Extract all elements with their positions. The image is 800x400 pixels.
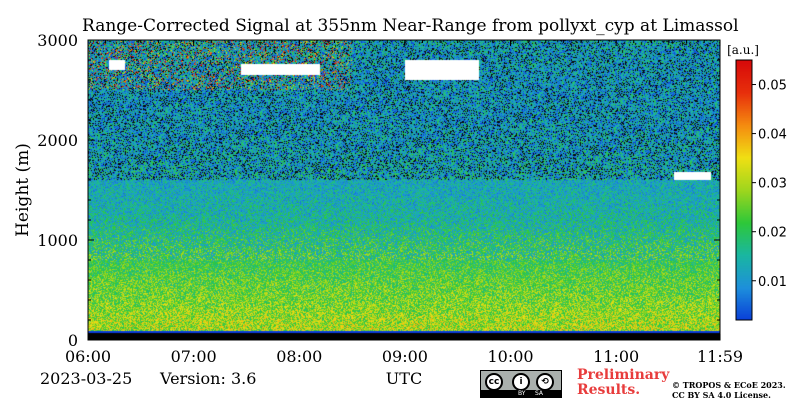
y-tick-label: 2000: [37, 131, 78, 150]
colorbar-tick-label: 0.05: [758, 79, 787, 94]
y-tick-label: 1000: [37, 231, 78, 250]
preliminary-line2: Results.: [577, 382, 641, 398]
x-tick-label: 09:00: [382, 347, 428, 366]
copyright-line1: © TROPOS & ECoE 2023.: [672, 380, 786, 390]
date-label: 2023-03-25: [40, 369, 133, 388]
tick-layer: 06:00 07:00 08:00 09:00 10:00 11:00 11:59 0 1000…: [37, 31, 787, 366]
x-tick-label: 11:59: [697, 347, 743, 366]
y-tick-label: 0: [68, 331, 78, 350]
colorbar-unit-label: [a.u.]: [727, 43, 759, 57]
x-axis-label: UTC: [386, 369, 422, 388]
colorbar-tick-label: 0.01: [758, 275, 787, 290]
x-tick-label: 08:00: [276, 347, 322, 366]
x-tick-label: 10:00: [487, 347, 533, 366]
cc-by-label: BY: [517, 390, 526, 397]
cc-sa-label: SA: [534, 390, 543, 397]
share-alike-icon: ⟲: [536, 373, 554, 391]
cc-license-badge: cc i ⟲ BY SA: [480, 370, 562, 398]
cc-icon: cc: [485, 373, 503, 391]
preliminary-line1: Preliminary: [577, 367, 670, 383]
copyright-line2: CC BY SA 4.0 License.: [672, 390, 771, 400]
x-tick-label: 11:00: [593, 347, 639, 366]
colorbar-tick-label: 0.02: [758, 226, 787, 241]
copyright-notice: © TROPOS & ECoE 2023. CC BY SA 4.0 Licen…: [672, 380, 786, 400]
version-label: Version: 3.6: [160, 369, 257, 388]
plot-frame: [87, 39, 721, 341]
x-tick-label: 06:00: [65, 347, 111, 366]
y-tick-label: 3000: [37, 31, 78, 50]
chart-title: Range-Corrected Signal at 355nm Near-Ran…: [82, 16, 739, 36]
by-person-icon: i: [512, 373, 530, 391]
colorbar-canvas: [736, 60, 752, 320]
y-axis-label: Height (m): [13, 143, 33, 237]
x-tick-label: 07:00: [171, 347, 217, 366]
colorbar-frame: [735, 59, 753, 321]
cc-strip: BY SA: [481, 390, 561, 397]
colorbar-tick-label: 0.03: [758, 177, 787, 192]
colorbar-tick-label: 0.04: [758, 128, 787, 143]
heatmap-canvas: [88, 40, 720, 340]
preliminary-notice: Preliminary Results.: [577, 368, 669, 398]
